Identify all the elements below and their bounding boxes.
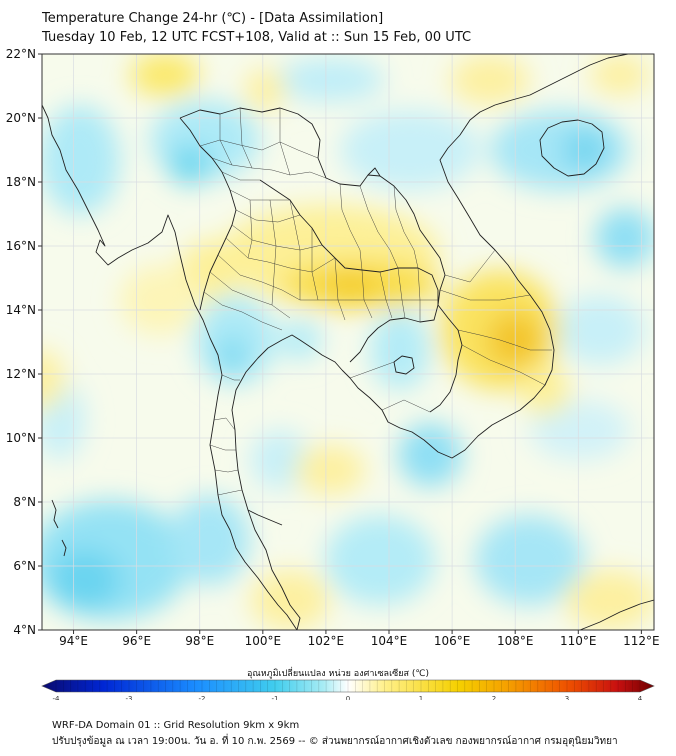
- colorbar-labels: -4 -3 -2 -1 0 1 2 3 4: [53, 695, 643, 700]
- colorbar-ticks: [55, 680, 641, 692]
- map-frame: [41, 53, 655, 631]
- coastlines-borders: [42, 54, 654, 630]
- map-panel: 22°N 20°N 18°N 16°N 14°N 12°N 10°N 8°N 6°N 4°N 94…: [6, 47, 660, 700]
- colorbar: -4 -3 -2 -1 0 1 2 3 4: [41, 679, 655, 700]
- lat-tick-label: 22°N: [6, 47, 36, 61]
- lon-tick-label: 98°E: [185, 634, 214, 648]
- lat-tick-label: 18°N: [6, 175, 36, 189]
- lat-tick-label: 6°N: [13, 559, 36, 573]
- lon-tick-label: 110°E: [560, 634, 597, 648]
- lat-tick-label: 10°N: [6, 431, 36, 445]
- graticule: [42, 54, 654, 630]
- colorbar-tick-label: -1: [272, 695, 279, 700]
- lon-tick-label: 108°E: [497, 634, 534, 648]
- lon-tick-label: 112°E: [623, 634, 660, 648]
- footer-model-info: WRF-DA Domain 01 :: Grid Resolution 9km …: [52, 720, 300, 731]
- lat-tick-label: 20°N: [6, 111, 36, 125]
- province-borders: [199, 107, 552, 496]
- colorbar-tick-label: 4: [638, 695, 643, 700]
- lat-tick-label: 12°N: [6, 367, 36, 381]
- lon-tick-label: 102°E: [308, 634, 345, 648]
- colorbar-tick-label: 0: [346, 695, 350, 700]
- colorbar-title: อุณหภูมิเปลี่ยนแปลง หน่วย องศาเซลเซียส (…: [246, 669, 430, 679]
- footer-credit: ปรับปรุงข้อมูล ณ เวลา 19:00น. วัน อ. ที่…: [52, 736, 618, 747]
- latitude-axis: 22°N 20°N 18°N 16°N 14°N 12°N 10°N 8°N 6°N 4°N: [6, 47, 42, 637]
- lat-tick-label: 8°N: [13, 495, 36, 509]
- lon-tick-label: 104°E: [371, 634, 408, 648]
- lon-tick-label: 94°E: [59, 634, 88, 648]
- colorbar-tick-label: 3: [565, 695, 569, 700]
- colorbar-tick-label: 1: [419, 695, 423, 700]
- colorbar-tick-label: -4: [53, 695, 61, 700]
- colorbar-tick-label: 2: [492, 695, 496, 700]
- temperature-field: [42, 54, 654, 630]
- map-title: Temperature Change 24-hr (℃) - [Data Ass…: [42, 11, 384, 26]
- colorbar-bar: [41, 679, 655, 693]
- colorbar-tick-label: -2: [199, 695, 206, 700]
- lat-tick-label: 14°N: [6, 303, 36, 317]
- lat-tick-label: 16°N: [6, 239, 36, 253]
- lon-tick-label: 106°E: [434, 634, 471, 648]
- lat-tick-label: 4°N: [13, 623, 36, 637]
- map-subtitle: Tuesday 10 Feb, 12 UTC FCST+108, Valid a…: [42, 30, 472, 45]
- colorbar-tick-label: -3: [126, 695, 133, 700]
- lon-tick-label: 100°E: [245, 634, 282, 648]
- lon-tick-label: 96°E: [122, 634, 151, 648]
- longitude-axis: 94°E 96°E 98°E 100°E 102°E 104°E 106°E 108°E 110…: [59, 630, 660, 648]
